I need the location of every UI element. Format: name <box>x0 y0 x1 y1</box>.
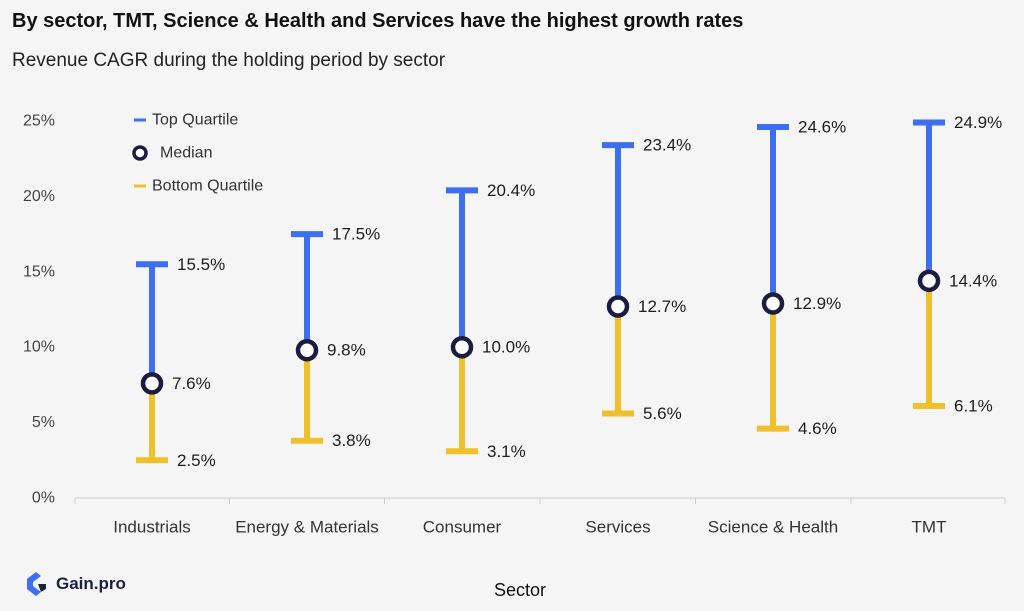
bottom-quartile-label: 3.1% <box>487 442 526 461</box>
y-tick-label: 0% <box>32 490 55 507</box>
brand-logo: Gain.pro <box>22 570 126 598</box>
median-marker <box>761 292 785 315</box>
bottom-quartile-label: 2.5% <box>177 451 216 470</box>
median-marker <box>140 372 164 395</box>
chart-subtitle: Revenue CAGR during the holding period b… <box>12 50 446 71</box>
legend-median-label: Median <box>160 145 212 162</box>
top-quartile-label: 15.5% <box>177 255 225 274</box>
median-label: 7.6% <box>172 374 211 393</box>
top-quartile-label: 24.6% <box>798 118 846 137</box>
top-quartile-label: 17.5% <box>332 225 380 244</box>
y-tick-label: 10% <box>23 339 55 356</box>
median-marker <box>450 335 474 359</box>
median-label: 12.9% <box>793 294 841 313</box>
x-category-label: TMT <box>912 518 947 537</box>
y-tick-label: 15% <box>23 263 55 280</box>
bottom-quartile-label: 5.6% <box>643 404 682 423</box>
bottom-quartile-label: 4.6% <box>798 419 837 438</box>
top-quartile-label: 20.4% <box>487 181 535 200</box>
x-category-label: Science & Health <box>708 518 838 537</box>
bottom-quartile-label: 6.1% <box>954 397 993 416</box>
bottom-quartile-label: 3.8% <box>332 431 371 450</box>
legend-bottom-quartile-label: Bottom Quartile <box>152 178 263 195</box>
x-category-label: Industrials <box>113 518 190 537</box>
x-axis-title: Sector <box>494 580 546 600</box>
median-marker <box>917 269 941 293</box>
x-category-label: Services <box>585 518 650 537</box>
top-quartile-label: 23.4% <box>643 136 691 155</box>
chart-title: By sector, TMT, Science & Health and Ser… <box>12 10 744 32</box>
brand-name: Gain.pro <box>56 574 126 593</box>
x-category-label: Consumer <box>423 518 502 537</box>
median-marker <box>606 295 630 318</box>
top-quartile-label: 24.9% <box>954 113 1002 132</box>
y-tick-label: 25% <box>23 113 55 130</box>
y-tick-label: 5% <box>32 414 55 431</box>
gain-pro-logo-icon <box>27 572 46 596</box>
legend-median-swatch <box>132 145 148 161</box>
median-marker <box>295 338 319 362</box>
median-label: 10.0% <box>482 338 530 357</box>
median-label: 9.8% <box>327 341 366 360</box>
x-category-label: Energy & Materials <box>235 518 379 537</box>
median-label: 12.7% <box>638 297 686 316</box>
median-label: 14.4% <box>949 271 997 290</box>
legend-top-quartile-label: Top Quartile <box>152 112 238 129</box>
y-tick-label: 20% <box>23 188 55 205</box>
